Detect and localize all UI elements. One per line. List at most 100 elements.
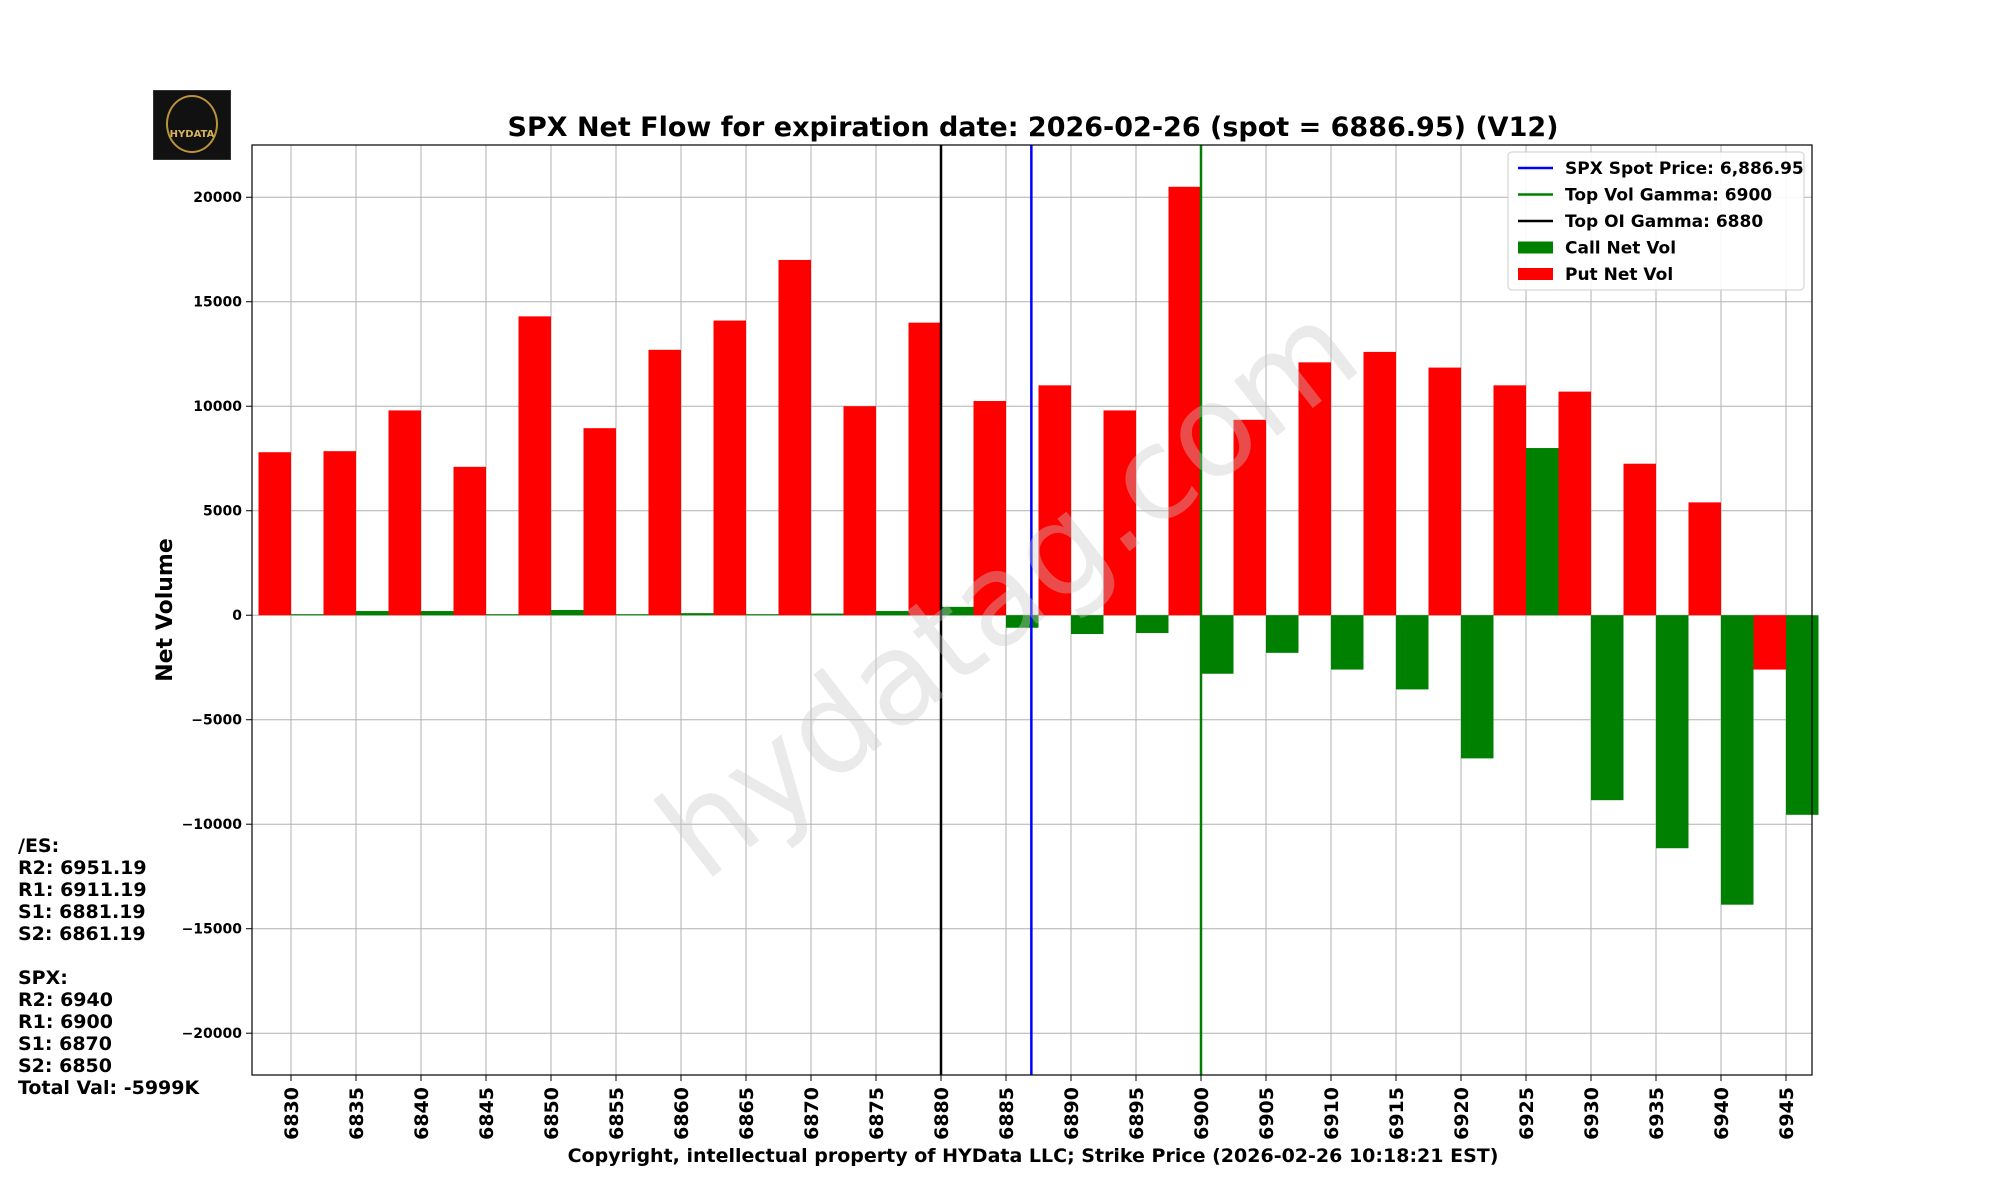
x-tick-label: 6905 xyxy=(1256,1087,1278,1140)
legend-label: Top Vol Gamma: 6900 xyxy=(1565,186,1772,206)
legend-box xyxy=(1507,151,1805,291)
put-bar xyxy=(388,410,421,616)
x-tick-label: 6910 xyxy=(1321,1087,1343,1140)
x-tick-label: 6865 xyxy=(736,1087,758,1140)
x-tick-label: 6830 xyxy=(281,1087,303,1140)
es-r1: R1: 6911.19 xyxy=(18,879,147,901)
x-tick-label: 6850 xyxy=(541,1087,563,1140)
x-tick-label: 6940 xyxy=(1711,1087,1733,1140)
es-s2: S2: 6861.19 xyxy=(18,923,146,945)
legend-label: Put Net Vol xyxy=(1565,265,1673,285)
put-bar xyxy=(1168,186,1201,616)
call-bar xyxy=(876,611,909,616)
put-bar xyxy=(1298,362,1331,616)
put-bar xyxy=(453,466,486,616)
chart-title: SPX Net Flow for expiration date: 2026-0… xyxy=(508,112,1559,143)
put-bar xyxy=(1038,385,1071,616)
call-bar xyxy=(291,614,324,616)
put-bar xyxy=(843,406,876,616)
x-tick-label: 6860 xyxy=(671,1087,693,1140)
x-tick-label: 6915 xyxy=(1386,1087,1408,1140)
bars xyxy=(258,186,1819,905)
total-value: Total Val: -5999K xyxy=(18,1077,200,1099)
x-tick-label: 6845 xyxy=(476,1087,498,1140)
y-tick-label: −5000 xyxy=(191,713,242,729)
call-bar xyxy=(1201,615,1234,674)
call-bar xyxy=(421,611,454,616)
put-bar xyxy=(1558,391,1591,616)
legend-label: Call Net Vol xyxy=(1565,239,1676,259)
put-bar xyxy=(648,349,681,616)
x-tick-label: 6840 xyxy=(411,1087,433,1140)
x-tick-label: 6875 xyxy=(866,1087,888,1140)
put-bar xyxy=(973,401,1006,616)
x-tick-label: 6900 xyxy=(1191,1087,1213,1140)
put-bar xyxy=(1493,385,1526,616)
legend-label: SPX Spot Price: 6,886.95 xyxy=(1565,159,1804,179)
x-tick-label: 6870 xyxy=(801,1087,823,1140)
y-tick-label: 10000 xyxy=(193,399,242,415)
put-bar xyxy=(1233,419,1266,616)
legend: SPX Spot Price: 6,886.95 Top Vol Gamma: 6… xyxy=(1507,151,1805,291)
put-bar xyxy=(1623,463,1656,616)
call-bar xyxy=(746,614,779,616)
put-bar xyxy=(1688,502,1721,616)
y-tick-label: −15000 xyxy=(182,922,243,938)
call-bar xyxy=(941,606,974,616)
spx-header: SPX: xyxy=(18,967,68,989)
call-bar xyxy=(1591,615,1624,801)
spx-s2: S2: 6850 xyxy=(18,1055,112,1077)
y-tick-label: 20000 xyxy=(193,190,242,206)
es-s1: S1: 6881.19 xyxy=(18,901,146,923)
put-bar xyxy=(1428,367,1461,616)
y-tick-label: 0 xyxy=(232,608,242,624)
call-bar xyxy=(1396,615,1429,690)
call-bar xyxy=(616,614,649,616)
put-bar xyxy=(583,428,616,616)
x-tick-label: 6895 xyxy=(1126,1087,1148,1140)
call-bar xyxy=(1266,615,1299,653)
y-tick-label: 5000 xyxy=(203,504,242,520)
call-bar xyxy=(1331,615,1364,670)
levels-panel: /ES: R2: 6951.19 R1: 6911.19 S1: 6881.19… xyxy=(18,835,199,1099)
call-bar xyxy=(1656,615,1689,849)
call-bar xyxy=(356,611,389,616)
y-tick-label: −10000 xyxy=(182,817,243,833)
legend-patch-icon xyxy=(1518,241,1553,254)
reference-lines xyxy=(939,145,1203,1075)
call-bar xyxy=(1526,448,1559,616)
y-tick-label: 15000 xyxy=(193,295,242,311)
x-tick-label: 6885 xyxy=(996,1087,1018,1140)
call-bar xyxy=(486,614,519,616)
call-bar xyxy=(1721,615,1754,905)
put-bar xyxy=(713,320,746,616)
spx-r2: R2: 6940 xyxy=(18,989,113,1011)
x-tick-label: 6855 xyxy=(606,1087,628,1140)
call-bar xyxy=(1461,615,1494,759)
spx-r1: R1: 6900 xyxy=(18,1011,113,1033)
x-tick-label: 6920 xyxy=(1451,1087,1473,1140)
put-bar xyxy=(1363,351,1396,616)
legend-label: Top OI Gamma: 6880 xyxy=(1565,212,1763,232)
put-bar xyxy=(518,316,551,616)
axis-ticks: −20000 −15000 −10000 −5000 0 5000 10000 15000 20… xyxy=(182,190,1798,1140)
x-tick-label: 6880 xyxy=(931,1087,953,1140)
call-bar xyxy=(1136,615,1169,633)
call-bar xyxy=(811,613,844,616)
put-bar xyxy=(1753,615,1786,670)
plot-frame xyxy=(251,144,1813,1076)
hydata-logo: HYDATA xyxy=(153,90,231,160)
x-tick-label: 6935 xyxy=(1646,1087,1668,1140)
x-tick-label: 6945 xyxy=(1776,1087,1798,1140)
x-axis-label: Copyright, intellectual property of HYDa… xyxy=(568,1145,1499,1167)
x-tick-label: 6890 xyxy=(1061,1087,1083,1140)
put-bar xyxy=(258,452,291,616)
logo-emblem-icon xyxy=(166,95,218,153)
spx-s1: S1: 6870 xyxy=(18,1033,112,1055)
legend-patch-icon xyxy=(1518,268,1553,280)
call-bar xyxy=(1071,615,1104,635)
es-header: /ES: xyxy=(18,835,60,857)
put-bar xyxy=(908,322,941,616)
put-bar xyxy=(778,259,811,616)
